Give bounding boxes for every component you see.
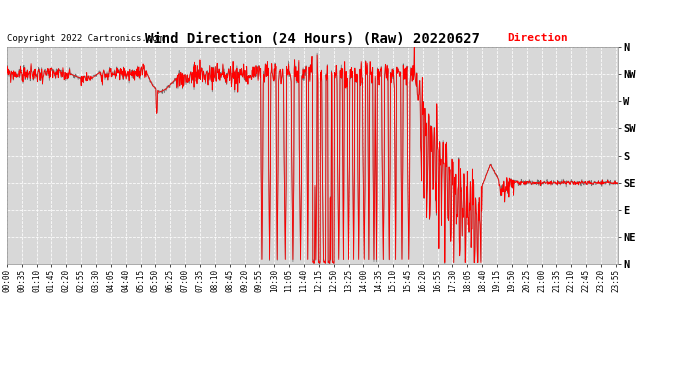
- Text: Direction: Direction: [508, 33, 569, 42]
- Title: Wind Direction (24 Hours) (Raw) 20220627: Wind Direction (24 Hours) (Raw) 20220627: [145, 32, 480, 46]
- Text: Copyright 2022 Cartronics.com: Copyright 2022 Cartronics.com: [7, 33, 163, 42]
